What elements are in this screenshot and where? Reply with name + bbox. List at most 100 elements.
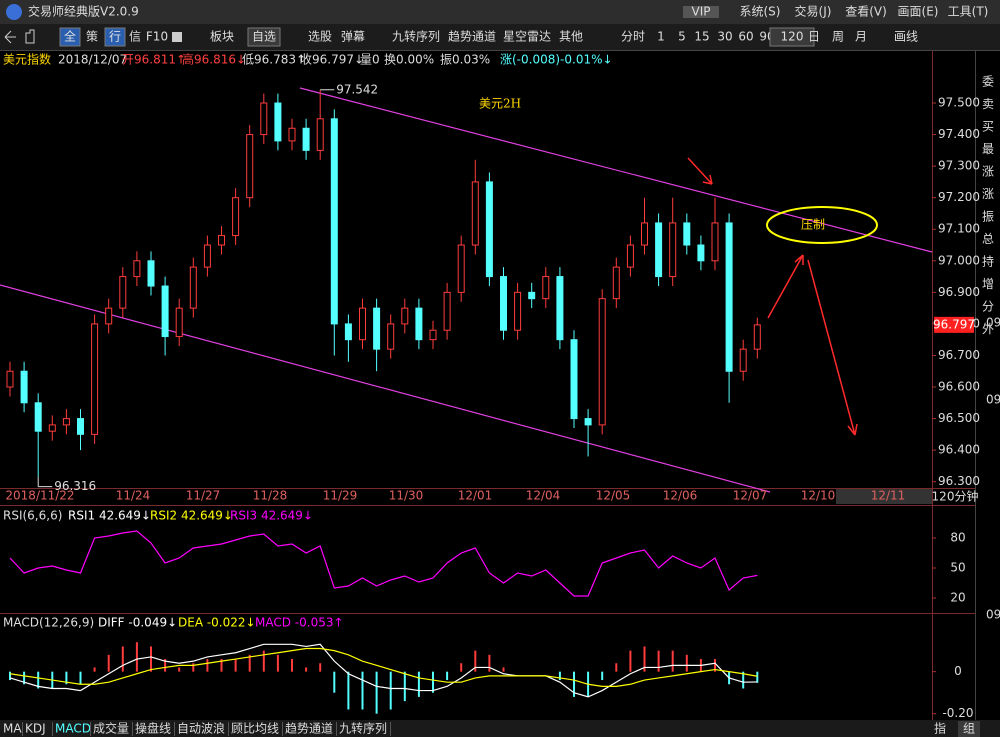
toolbar-button[interactable]: 120	[781, 30, 804, 44]
toolbar-button[interactable]: F10	[146, 30, 168, 44]
y-tick-label: 0	[954, 664, 962, 678]
annotation: 压制	[801, 218, 825, 232]
toolbar-highlight	[104, 27, 126, 47]
indicator-tab[interactable]: 自动波浪	[177, 721, 225, 736]
arrow-down-short	[687, 157, 713, 185]
candle-body	[344, 323, 352, 341]
tab-separator	[52, 722, 53, 736]
sidebar-label[interactable]: 持	[982, 254, 994, 269]
date-axis-bottom	[0, 505, 975, 506]
indicator-tab[interactable]: MA	[3, 722, 22, 736]
indicator-tab[interactable]: 成交量	[93, 721, 129, 736]
toolbar-button[interactable]: 其他	[559, 30, 583, 44]
date-label: 12/10	[801, 489, 836, 503]
indicator-tab[interactable]: 顾比均线	[231, 722, 279, 736]
indicator-tab[interactable]: 操盘线	[135, 721, 171, 736]
sidebar-label[interactable]: 最	[982, 142, 994, 156]
toolbar-button[interactable]: 日	[808, 30, 820, 44]
y-tick-label: 20	[950, 591, 965, 605]
date-axis-top	[0, 488, 975, 489]
toolbar-button[interactable]: 自选	[252, 30, 276, 44]
toolbar-button[interactable]: 选股	[308, 30, 332, 44]
grid-icon[interactable]	[172, 32, 182, 42]
candle-body	[316, 118, 324, 151]
toolbar-button[interactable]: 15	[694, 30, 709, 44]
candle-body	[697, 244, 705, 262]
candle-body	[598, 298, 606, 426]
sidebar-divider	[975, 51, 976, 720]
y-tick-label: 97.100	[938, 222, 980, 236]
sidebar-label[interactable]: 分	[982, 300, 994, 314]
toolbar-highlight	[59, 27, 81, 47]
menu-item[interactable]: 交易(J)	[795, 4, 832, 19]
toolbar-button[interactable]: 周	[832, 30, 844, 44]
y-tick-label: 96.600	[938, 380, 980, 394]
menu-item[interactable]: 查看(V)	[845, 5, 887, 19]
sidebar-label[interactable]: 振	[982, 210, 994, 224]
tab-separator	[174, 722, 175, 736]
last-price-box	[934, 316, 974, 333]
sidebar-label[interactable]: 总	[982, 232, 994, 246]
channel-lower	[0, 284, 771, 493]
candle-body	[119, 276, 127, 309]
sidebar-label[interactable]: 涨	[982, 164, 994, 179]
y-tick-label: 97.500	[938, 96, 980, 110]
toolbar-button[interactable]: 弹幕	[341, 30, 365, 44]
toolbar-button[interactable]: 趋势通道	[448, 30, 496, 44]
indicator-tab[interactable]: 趋势通道	[285, 722, 333, 736]
side-tab[interactable]: 组	[963, 722, 975, 736]
menu-item[interactable]: 工具(T)	[948, 5, 989, 19]
toolbar-button[interactable]: 全	[64, 29, 76, 44]
candle-body	[48, 424, 56, 432]
toolbar-button[interactable]: 星空雷达	[503, 30, 551, 44]
candle-body	[274, 102, 282, 142]
toolbar-button[interactable]: 1	[657, 30, 665, 44]
menu-item[interactable]: 系统(S)	[740, 5, 781, 19]
low-label: 96.316	[54, 479, 96, 493]
price-axis-divider	[932, 51, 933, 720]
menu-item[interactable]: 画面(E)	[898, 5, 939, 19]
side-tab[interactable]: 指	[934, 721, 946, 736]
indicator-tab[interactable]: KDJ	[25, 722, 46, 736]
candle-body	[753, 324, 761, 350]
candle-body	[175, 307, 183, 338]
arrow-up	[767, 254, 804, 319]
toolbar-button[interactable]: 板块	[210, 30, 234, 44]
sidebar-label[interactable]: 外	[982, 322, 994, 336]
dea-line	[9, 647, 758, 687]
y-tick-label: 50	[950, 561, 965, 575]
sidebar-label[interactable]: 卖	[982, 97, 994, 111]
back-icon[interactable]	[4, 30, 16, 44]
candle-body	[570, 339, 578, 420]
toolbar-button[interactable]: 月	[855, 30, 867, 44]
indicator-tab[interactable]: MACD	[55, 722, 91, 736]
toolbar-button[interactable]: 画线	[894, 30, 918, 44]
candle-body	[105, 307, 113, 325]
sidebar-label[interactable]: 买	[982, 120, 994, 134]
indicator-tab[interactable]: 九转序列	[339, 721, 387, 736]
candle-body	[232, 197, 240, 237]
date-label: 11/24	[116, 489, 151, 503]
toolbar-button[interactable]: 分时	[621, 30, 645, 44]
quote-field: 量0	[360, 53, 380, 67]
candle-body	[556, 276, 564, 341]
toolbar-button[interactable]: 九转序列	[392, 29, 440, 44]
candle-body	[359, 307, 366, 341]
candle-body	[401, 307, 409, 325]
toolbar-button[interactable]: 行	[109, 30, 121, 44]
toolbar-button[interactable]: 60	[738, 30, 753, 44]
title-bar	[0, 0, 1000, 24]
sidebar-label[interactable]: 增	[982, 277, 994, 291]
date-label: 12/11	[871, 489, 906, 503]
toolbar-button[interactable]: 策	[86, 30, 98, 44]
toolbar-button[interactable]: 5	[678, 30, 686, 44]
quote-field: 美元指数	[3, 52, 51, 67]
candle-body	[641, 222, 648, 246]
toolbar-button[interactable]: 30	[717, 30, 732, 44]
sidebar-label[interactable]: 涨	[982, 186, 994, 201]
toolbar-button[interactable]: 信	[129, 30, 141, 44]
y-tick-label: 96.300	[938, 474, 980, 488]
sidebar-label[interactable]: 委	[982, 75, 994, 89]
y-tick-label: 96.400	[938, 443, 980, 457]
hand-icon[interactable]	[25, 29, 35, 44]
